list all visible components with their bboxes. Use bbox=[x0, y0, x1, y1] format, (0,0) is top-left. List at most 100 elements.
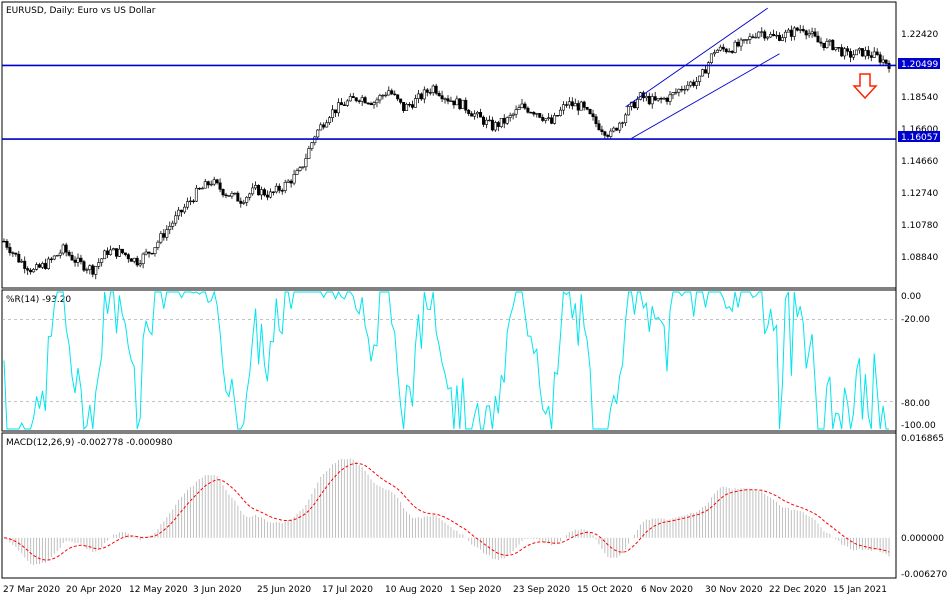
candle-body bbox=[822, 42, 826, 49]
candle-body bbox=[558, 109, 562, 116]
candle-body bbox=[594, 116, 598, 125]
candle-body bbox=[449, 100, 453, 103]
wpr-title: %R(14) -93.20 bbox=[6, 295, 71, 305]
candle-body bbox=[265, 194, 269, 198]
candle-body bbox=[191, 200, 195, 203]
candle-body bbox=[718, 46, 722, 51]
candle-body bbox=[621, 122, 625, 124]
candle-body bbox=[635, 99, 639, 109]
candle-body bbox=[766, 36, 770, 39]
candle-body bbox=[828, 39, 832, 42]
candle-body bbox=[369, 103, 373, 106]
candle-body bbox=[665, 97, 669, 102]
candle-body bbox=[188, 200, 192, 203]
candle-body bbox=[840, 47, 844, 57]
candle-body bbox=[789, 29, 793, 37]
candle-body bbox=[262, 189, 266, 196]
candle-body bbox=[165, 229, 169, 238]
candle-body bbox=[446, 98, 450, 102]
candle-body bbox=[801, 28, 805, 32]
candle-body bbox=[254, 185, 258, 189]
candle-body bbox=[354, 97, 358, 102]
candle-body bbox=[618, 122, 622, 131]
candle-body bbox=[91, 265, 95, 275]
down-arrow-icon bbox=[852, 73, 878, 100]
price-tick: 1.16600 bbox=[901, 125, 938, 135]
candle-body bbox=[186, 201, 190, 208]
candle-body bbox=[387, 90, 391, 96]
candle-body bbox=[553, 115, 557, 124]
candle-body bbox=[860, 48, 864, 57]
candle-body bbox=[810, 31, 814, 34]
candle-body bbox=[203, 181, 207, 189]
candle-body bbox=[295, 170, 299, 175]
candle-body bbox=[712, 52, 716, 55]
candle-body bbox=[209, 183, 213, 186]
candle-body bbox=[298, 167, 302, 171]
candle-body bbox=[260, 189, 264, 196]
candle-body bbox=[138, 263, 142, 266]
candle-body bbox=[647, 95, 651, 105]
candle-body bbox=[339, 102, 343, 106]
candle-body bbox=[283, 182, 287, 191]
candle-body bbox=[85, 269, 89, 271]
candle-body bbox=[514, 109, 518, 115]
candle-body bbox=[393, 93, 397, 96]
candle-body bbox=[538, 113, 542, 118]
candle-body bbox=[863, 50, 867, 57]
candle-body bbox=[816, 35, 820, 43]
candle-body bbox=[135, 257, 139, 266]
candle-body bbox=[410, 104, 414, 108]
candle-body bbox=[795, 27, 799, 31]
wpr-indicator bbox=[2, 290, 896, 431]
time-tick: 6 Nov 2020 bbox=[641, 585, 693, 595]
candle-body bbox=[582, 101, 586, 108]
time-tick: 17 Jul 2020 bbox=[322, 585, 373, 595]
candle-body bbox=[792, 27, 796, 37]
candle-body bbox=[464, 99, 468, 111]
candle-body bbox=[508, 115, 512, 118]
candle-body bbox=[218, 182, 222, 190]
macd-indicator bbox=[3, 458, 890, 565]
candle-body bbox=[132, 257, 136, 262]
candle-body bbox=[174, 215, 178, 224]
candle-body bbox=[751, 36, 755, 38]
candle-body bbox=[884, 59, 888, 64]
time-tick: 25 Jun 2020 bbox=[257, 585, 311, 595]
candle-body bbox=[502, 117, 506, 124]
candle-body bbox=[434, 85, 438, 94]
symbol-title: EURUSD, Daily: Euro vs US Dollar bbox=[6, 6, 156, 16]
candle-body bbox=[757, 31, 761, 38]
candle-body bbox=[668, 94, 672, 102]
candle-body bbox=[505, 117, 509, 124]
candle-body bbox=[5, 241, 9, 248]
candle-body bbox=[550, 117, 554, 124]
candle-body bbox=[742, 39, 746, 41]
candle-body bbox=[484, 119, 488, 125]
candle-body bbox=[541, 117, 545, 121]
time-tick: 10 Aug 2020 bbox=[385, 585, 443, 595]
candle-body bbox=[103, 250, 107, 260]
candle-body bbox=[535, 113, 539, 115]
candle-body bbox=[600, 129, 604, 133]
candle-body bbox=[875, 51, 879, 55]
candle-body bbox=[162, 233, 166, 238]
candle-body bbox=[662, 97, 666, 100]
candle-body bbox=[301, 166, 305, 168]
candle-body bbox=[106, 250, 110, 255]
candle-body bbox=[408, 103, 412, 106]
candle-body bbox=[748, 36, 752, 40]
candle-body bbox=[564, 104, 568, 106]
candle-body bbox=[236, 192, 240, 202]
candle-body bbox=[834, 47, 838, 51]
candle-body bbox=[40, 263, 44, 268]
candle-body bbox=[334, 109, 338, 114]
candle-body bbox=[79, 257, 83, 262]
candle-body bbox=[396, 94, 400, 100]
candle-body bbox=[55, 255, 59, 257]
candle-body bbox=[319, 124, 323, 131]
candle-body bbox=[804, 30, 808, 36]
price-tick: 1.14660 bbox=[901, 157, 938, 167]
candle-body bbox=[233, 192, 237, 195]
